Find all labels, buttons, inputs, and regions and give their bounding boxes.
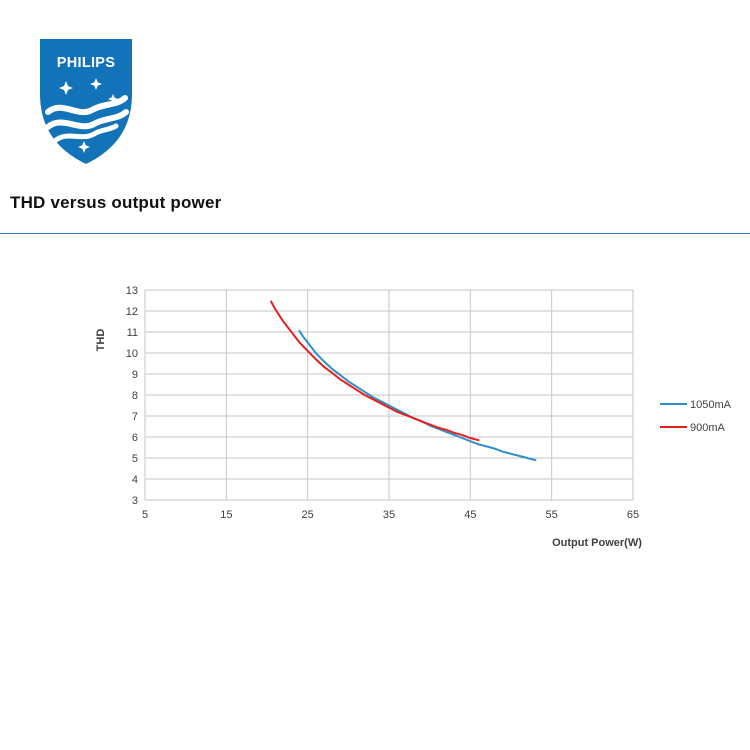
y-tick-label: 6 xyxy=(132,432,138,444)
y-tick-label: 10 xyxy=(126,348,138,360)
philips-shield-graphic: PHILIPS xyxy=(40,39,132,164)
y-tick-label: 7 xyxy=(132,411,138,423)
x-tick-label: 65 xyxy=(627,509,639,521)
y-tick-label: 13 xyxy=(126,285,138,297)
x-tick-label: 35 xyxy=(383,509,395,521)
y-tick-label: 9 xyxy=(132,369,138,381)
y-tick-label: 12 xyxy=(126,306,138,318)
y-tick-label: 8 xyxy=(132,390,138,402)
x-tick-label: 25 xyxy=(302,509,314,521)
legend-label-900mA: 900mA xyxy=(690,422,726,434)
y-axis-title: THD xyxy=(95,329,107,352)
philips-logo: PHILIPS xyxy=(36,33,136,171)
x-tick-label: 5 xyxy=(142,509,148,521)
x-tick-label: 15 xyxy=(220,509,232,521)
y-tick-label: 11 xyxy=(127,327,138,339)
y-tick-label: 3 xyxy=(132,495,138,507)
x-axis-title: Output Power(W) xyxy=(552,537,642,549)
philips-waves-stars-icon xyxy=(45,78,129,153)
philips-shield xyxy=(40,39,132,164)
page-title: THD versus output power xyxy=(10,193,222,212)
series-line-900mA xyxy=(270,300,480,442)
thd-chart: 5 15 25 35 45 55 653456789101112131050mA900mAT… xyxy=(95,285,732,549)
header-divider xyxy=(0,233,750,234)
x-tick-label: 55 xyxy=(546,509,558,521)
y-tick-label: 5 xyxy=(132,453,138,465)
philips-wordmark: PHILIPS xyxy=(57,55,116,71)
legend-label-1050mA: 1050mA xyxy=(690,399,732,411)
y-tick-label: 4 xyxy=(132,474,138,486)
x-tick-label: 45 xyxy=(464,509,476,521)
